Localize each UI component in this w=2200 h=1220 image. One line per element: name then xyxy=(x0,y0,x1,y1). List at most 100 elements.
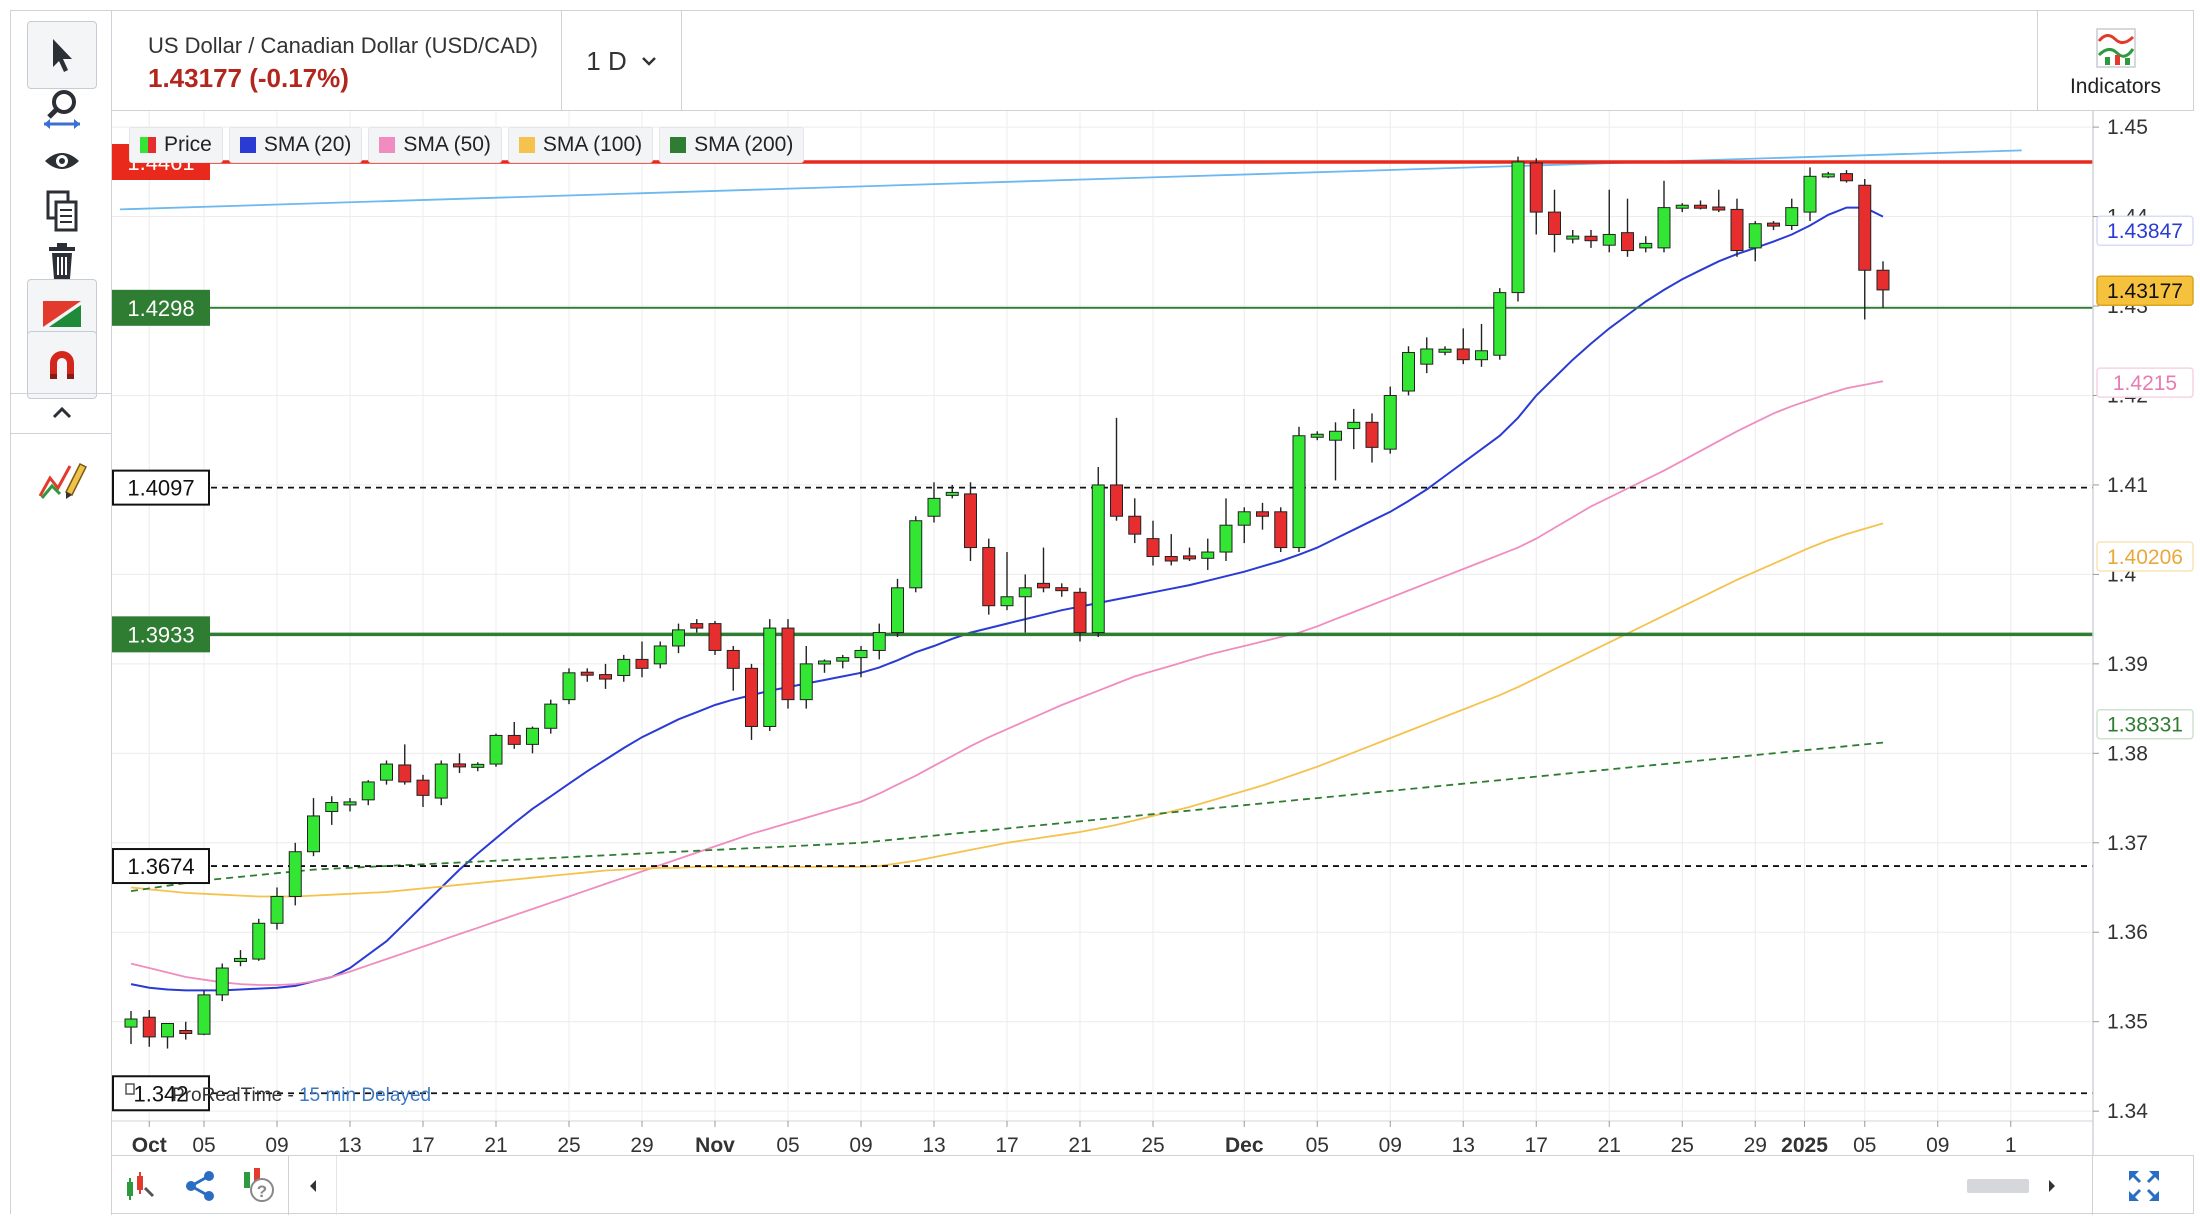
price-chart[interactable]: 1.451.441.431.421.411.41.391.381.371.361… xyxy=(112,111,2195,1155)
scroll-right-icon xyxy=(2049,1179,2055,1192)
trendline xyxy=(120,149,2022,211)
delete-button[interactable] xyxy=(27,227,97,295)
candle-up xyxy=(434,763,448,799)
candle-up xyxy=(471,763,485,768)
cursor-button[interactable] xyxy=(27,21,97,89)
indicators-icon xyxy=(2096,28,2136,68)
axis-price-label: 1.40206 xyxy=(2107,546,2183,569)
sma-line xyxy=(130,206,1884,992)
legend-item[interactable]: SMA (100) xyxy=(507,127,654,163)
interval-selector[interactable]: 1 D xyxy=(562,11,682,111)
candle-down xyxy=(507,734,521,745)
candle-down xyxy=(1767,222,1780,227)
share-icon xyxy=(186,1170,214,1201)
help-button[interactable]: ? xyxy=(230,1156,286,1215)
candle-up xyxy=(818,660,831,665)
x-tick-label: 17 xyxy=(1525,1134,1548,1155)
y-tick-label: 1.37 xyxy=(2107,832,2148,855)
price-level-box xyxy=(112,469,210,506)
chart-settings-icon xyxy=(127,1171,155,1200)
candle-up xyxy=(1657,207,1671,249)
collapse-toolbar-button[interactable] xyxy=(27,393,97,433)
candle-down xyxy=(142,1016,156,1038)
scroll-left-button[interactable] xyxy=(298,1156,328,1215)
candle-up xyxy=(1201,551,1215,559)
x-tick-label: 25 xyxy=(1671,1134,1694,1155)
candle-down xyxy=(1730,208,1744,252)
scroll-right-button[interactable] xyxy=(2037,1156,2067,1215)
x-tick-label: 09 xyxy=(265,1134,288,1155)
candle-down xyxy=(1529,162,1543,213)
candle-down xyxy=(708,623,722,651)
price-level-label: 1.3674 xyxy=(127,854,194,879)
axis-price-box xyxy=(2096,367,2194,398)
x-tick-label: 25 xyxy=(1141,1134,1164,1155)
candle-up xyxy=(1402,352,1415,392)
candle-down xyxy=(726,649,740,669)
legend-swatch xyxy=(379,137,396,153)
candle-up xyxy=(526,727,539,745)
chart-settings-button[interactable] xyxy=(112,1156,170,1215)
legend-item[interactable]: SMA (50) xyxy=(368,127,502,163)
candle-up xyxy=(763,627,777,727)
legend-item[interactable]: SMA (20) xyxy=(228,127,363,163)
trendline-layer xyxy=(120,149,2022,211)
share-button[interactable] xyxy=(172,1156,228,1215)
candle-up xyxy=(1347,421,1361,430)
visibility-button[interactable] xyxy=(27,127,97,195)
zoom-button[interactable] xyxy=(27,75,97,143)
scroll-left-icon xyxy=(310,1179,316,1192)
drawing-tools-button[interactable] xyxy=(27,445,97,513)
candle-down xyxy=(453,763,466,768)
candle-up xyxy=(672,629,685,647)
axis-price-box xyxy=(2096,541,2194,572)
candle-up xyxy=(1511,161,1525,294)
help-icon: ? xyxy=(244,1167,274,1202)
x-tick-label: 05 xyxy=(776,1134,799,1155)
magnet-button[interactable] xyxy=(27,331,97,399)
x-tick-label: 09 xyxy=(1379,1134,1402,1155)
candle-down xyxy=(1256,511,1269,517)
sma-line xyxy=(130,741,1884,892)
legend-swatch xyxy=(239,137,256,153)
candle-down xyxy=(1456,348,1470,361)
price-level-label: 1.3933 xyxy=(127,622,194,647)
candle-down xyxy=(1840,173,1853,182)
indicators-label: Indicators xyxy=(2069,75,2162,98)
fullscreen-button[interactable] xyxy=(2093,1156,2195,1215)
scrollbar-thumb[interactable] xyxy=(1967,1179,2029,1193)
candle-up xyxy=(945,491,959,496)
candle-up xyxy=(1219,524,1233,553)
axis-price-box xyxy=(2096,215,2194,246)
legend-item[interactable]: SMA (200) xyxy=(659,127,805,163)
magnet-icon xyxy=(50,351,74,379)
legend: Price SMA (20) SMA (50) SMA (100) SMA (200) xyxy=(129,127,805,163)
x-tick-label: 09 xyxy=(849,1134,872,1155)
candle-up xyxy=(836,657,850,662)
legend-swatch xyxy=(670,137,687,153)
legend-item[interactable]: Price xyxy=(129,127,223,163)
candle-down xyxy=(1365,421,1379,448)
candle-up xyxy=(1438,348,1452,353)
price-axis-labels: 1.43847 1.43177 1.4215 1.40206 1.38331 xyxy=(2096,215,2194,740)
candle-down xyxy=(982,547,996,607)
candle-up xyxy=(1748,223,1762,249)
x-tick-label: Oct xyxy=(132,1134,167,1155)
candle-down xyxy=(781,627,795,701)
symbol-selector[interactable]: US Dollar / Canadian Dollar (USD/CAD) 1.… xyxy=(112,11,562,111)
axis-price-box xyxy=(2096,708,2194,740)
y-tick-label: 1.38 xyxy=(2107,742,2148,765)
candle-up xyxy=(891,587,904,634)
copy-button[interactable] xyxy=(27,177,97,245)
legend-swatch xyxy=(518,137,535,153)
candle-up xyxy=(252,922,266,960)
candle-down xyxy=(1584,235,1598,242)
candle-up xyxy=(124,1018,138,1028)
x-tick-label: 1 xyxy=(2005,1134,2017,1155)
candle-up xyxy=(1329,430,1342,441)
indicators-button[interactable]: Indicators xyxy=(2037,11,2193,111)
legend-label: SMA (200) xyxy=(694,133,794,156)
candle-up xyxy=(361,781,375,801)
x-tick-label: 2025 xyxy=(1781,1134,1828,1155)
